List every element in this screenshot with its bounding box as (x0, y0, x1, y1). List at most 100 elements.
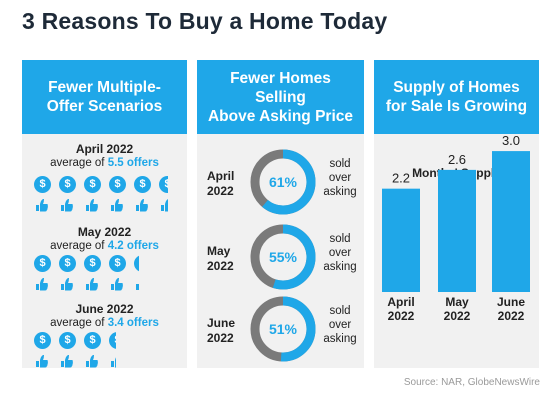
open-hand-icon (35, 196, 49, 212)
caption-line: sold (329, 158, 351, 170)
ring-fill (250, 296, 316, 362)
category-label: May (445, 295, 469, 309)
group-month: April 2022 (75, 142, 134, 156)
panel-header: Fewer Homes Selling Above Asking Price (197, 60, 364, 134)
open-hand-icon (110, 196, 124, 212)
source-note: Source: NAR, GlobeNewsWire (403, 377, 540, 388)
caption-line: asking (323, 333, 357, 345)
row-caption: sold over asking (320, 157, 360, 199)
supply-bar (438, 169, 476, 292)
dollar-coin-icon: $ (59, 255, 76, 272)
offer-icon: $ (134, 255, 139, 293)
avg-value: 5.5 offers (107, 157, 159, 169)
dollar-coin-icon: $ (34, 255, 51, 272)
asking-row-april: April 2022 61% sold over asking (197, 147, 364, 217)
open-hand-icon (60, 275, 74, 291)
asking-row-june: June 2022 51% sold over asking (197, 294, 364, 364)
group-month: June 2022 (75, 302, 134, 316)
row-month: June (207, 316, 236, 330)
dollar-coin-icon: $ (84, 176, 101, 193)
dollar-coin-icon: $ (84, 255, 101, 272)
avg-prefix: average of (50, 157, 108, 169)
caption-line: asking (323, 186, 357, 198)
offer-group-april: April 2022 average of 5.5 offers (22, 142, 187, 170)
dollar-coin-icon: $ (59, 332, 76, 349)
ring-percent-label: 61% (268, 174, 298, 190)
offer-icon: $ (59, 255, 77, 293)
open-hand-icon (160, 196, 168, 212)
open-hand-icon (135, 275, 139, 291)
open-hand-icon (35, 352, 49, 368)
caption-line: over (328, 172, 352, 184)
dollar-coin-icon: $ (34, 176, 51, 193)
dollar-coin-icon: $ (59, 176, 76, 193)
open-hand-icon (85, 352, 99, 368)
offer-icon: $ (34, 332, 52, 370)
offer-icon: $ (34, 255, 52, 293)
percent-ring: 51% (248, 294, 318, 364)
offer-icon: $ (59, 332, 77, 370)
dollar-coin-icon: $ (109, 255, 126, 272)
bar-value-label: 2.6 (448, 152, 466, 167)
header-line: Above Asking Price (207, 107, 353, 125)
open-hand-icon (60, 196, 74, 212)
offer-icon: $ (159, 176, 168, 214)
category-label: June (497, 295, 525, 309)
offer-icon: $ (59, 176, 77, 214)
page-title: 3 Reasons To Buy a Home Today (22, 8, 388, 34)
offer-icon: $ (109, 255, 127, 293)
offer-icon: $ (109, 332, 116, 370)
row-date: June 2022 (207, 316, 235, 346)
offer-icons: $ $ $ $ (34, 332, 184, 372)
open-hand-icon (85, 196, 99, 212)
group-average: average of 5.5 offers (22, 156, 187, 170)
group-month: May 2022 (77, 225, 132, 239)
bar-value-label: 2.2 (392, 171, 410, 186)
offer-icon: $ (84, 255, 102, 293)
ring-fill (250, 149, 316, 215)
open-hand-icon (60, 352, 74, 368)
caption-line: sold (329, 305, 351, 317)
offer-icons: $ $ $ $ $ (34, 255, 184, 295)
dollar-coin-icon: $ (34, 332, 51, 349)
caption-line: sold (329, 233, 351, 245)
dollar-coin-icon: $ (109, 332, 116, 349)
offer-icons: $ $ $ $ $ $ (34, 176, 184, 216)
caption-line: over (328, 319, 352, 331)
offer-icon: $ (84, 176, 102, 214)
avg-prefix: average of (50, 240, 108, 252)
row-month: May (207, 244, 231, 258)
avg-value: 4.2 offers (107, 240, 159, 252)
category-label: April (387, 295, 414, 309)
offer-icon: $ (34, 176, 52, 214)
header-line: Offer Scenarios (46, 98, 163, 115)
header-line: Supply of Homes (393, 79, 520, 96)
category-label: 2022 (498, 309, 525, 323)
ring-percent-label: 55% (268, 249, 298, 265)
group-average: average of 4.2 offers (22, 239, 187, 253)
offer-icon: $ (109, 176, 127, 214)
row-caption: sold over asking (320, 304, 360, 346)
category-label: 2022 (444, 309, 471, 323)
row-year: 2022 (207, 259, 234, 273)
open-hand-icon (110, 275, 124, 291)
avg-prefix: average of (50, 317, 108, 329)
avg-value: 3.4 offers (107, 317, 159, 329)
row-date: May 2022 (207, 244, 234, 274)
dollar-coin-icon: $ (134, 255, 139, 272)
ring-percent-label: 51% (268, 321, 298, 337)
row-year: 2022 (207, 184, 234, 198)
row-caption: sold over asking (320, 232, 360, 274)
caption-line: over (328, 247, 352, 259)
offer-group-june: June 2022 average of 3.4 offers (22, 302, 187, 330)
panel-multiple-offers: Fewer Multiple- Offer Scenarios April 202… (22, 60, 187, 368)
bar-value-label: 3.0 (502, 133, 520, 148)
supply-bar (382, 188, 420, 292)
percent-ring: 61% (248, 147, 318, 217)
panel-header: Fewer Multiple- Offer Scenarios (22, 60, 187, 134)
panel-supply: Supply of Homes for Sale Is Growing Month… (374, 60, 539, 368)
category-label: 2022 (388, 309, 415, 323)
asking-row-may: May 2022 55% sold over asking (197, 222, 364, 292)
supply-bar (492, 151, 530, 292)
